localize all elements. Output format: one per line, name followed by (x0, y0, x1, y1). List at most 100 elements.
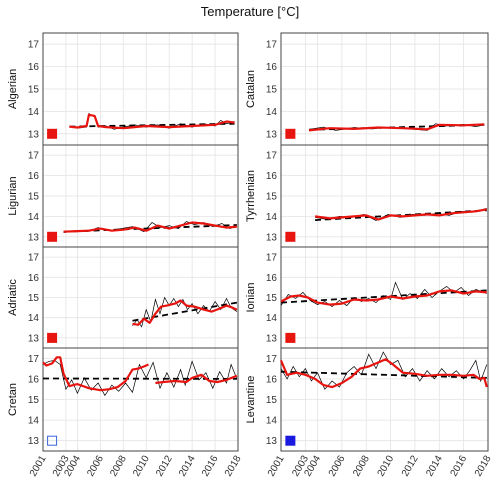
x-tick-label: 2010 (131, 453, 152, 478)
y-tick-label: 17 (266, 151, 278, 162)
x-tick-label: 2012 (154, 453, 175, 478)
series-smoothed-line (132, 299, 238, 326)
y-tick-label: 14 (266, 212, 278, 223)
series-smoothed-line (69, 113, 235, 130)
panel-label: Tyrrhenian (245, 170, 257, 222)
panel-ionian: 13 14 15 16 17 Ionian (245, 246, 489, 349)
station-marker (47, 128, 58, 139)
y-tick-label: 16 (28, 374, 40, 385)
y-tick-label: 14 (266, 416, 278, 427)
x-tick-label: 2012 (400, 453, 421, 478)
series-trend-line (63, 224, 237, 233)
y-tick-label: 15 (266, 395, 278, 406)
series-smoothed-line (155, 373, 238, 385)
y-tick-label: 17 (28, 151, 40, 162)
y-tick-label: 15 (266, 85, 278, 96)
y-tick-label: 16 (28, 171, 40, 182)
y-tick-label: 15 (28, 293, 40, 304)
y-tick-label: 16 (266, 273, 278, 284)
series-raw-line (280, 351, 488, 390)
y-tick-label: 13 (28, 333, 40, 344)
y-tick-label: 14 (28, 416, 40, 427)
x-tick-label: 2006 (327, 453, 348, 478)
y-tick-label: 16 (28, 273, 40, 284)
series-raw-line (63, 221, 238, 234)
y-tick-label: 17 (266, 354, 278, 365)
panel-label: Adriatic (7, 279, 19, 316)
panel-tyrrhenian: 13 14 15 16 17 Tyrrhenian (245, 144, 489, 248)
y-tick-label: 13 (28, 436, 40, 447)
series-smoothed-line (280, 289, 487, 306)
y-tick-label: 15 (28, 395, 40, 406)
y-tick-label: 15 (266, 192, 278, 203)
panel-algerian: 13 14 15 16 17 Algerian (7, 32, 239, 146)
x-tick-label: 2008 (108, 453, 129, 478)
panel-frame (42, 347, 239, 452)
x-tick-label: 2008 (351, 453, 372, 478)
x-tick-label: 2014 (177, 453, 198, 478)
x-tick-label: 2010 (376, 453, 397, 478)
x-tick-label: 2001 (266, 453, 287, 478)
series-smoothed-line (308, 123, 485, 132)
station-marker (47, 332, 58, 343)
series-smoothed-line (314, 208, 487, 221)
y-tick-label: 13 (28, 232, 40, 243)
series-trend-line (132, 301, 238, 322)
y-tick-label: 14 (28, 313, 40, 324)
series-trend-line (69, 122, 235, 128)
series-smoothed-line (63, 221, 238, 233)
series-smoothed-line (42, 356, 149, 392)
x-tick-label: 2001 (28, 453, 49, 478)
x-tick-label: 2018 (223, 453, 244, 478)
y-tick-label: 16 (266, 62, 278, 73)
y-tick-label: 14 (28, 107, 40, 118)
station-marker (285, 231, 296, 242)
series-raw-line (132, 296, 238, 328)
y-tick-label: 17 (266, 40, 278, 51)
y-tick-label: 13 (266, 129, 278, 140)
y-tick-label: 17 (28, 40, 40, 51)
station-marker (285, 332, 296, 343)
series-smoothed-line (279, 358, 488, 389)
y-tick-label: 13 (266, 436, 278, 447)
station-marker (285, 435, 296, 446)
y-tick-label: 14 (28, 212, 40, 223)
station-marker (285, 128, 296, 139)
y-tick-label: 14 (266, 107, 278, 118)
figure-title: Temperature [°C] (201, 4, 299, 19)
x-tick-label: 2006 (85, 453, 106, 478)
panel-label: Cretan (7, 383, 19, 416)
y-tick-label: 13 (266, 333, 278, 344)
panel-label: Catalan (245, 70, 257, 108)
panels: 1314151617Algerian1314151617Catalan13141… (7, 32, 494, 479)
panel-label: Algerian (7, 69, 19, 109)
series-raw-line (280, 281, 487, 308)
y-tick-label: 13 (266, 232, 278, 243)
panel-adriatic: 13 14 15 16 17 Adriatic (7, 246, 239, 349)
y-tick-label: 16 (266, 374, 278, 385)
panel-label: Ligurian (7, 176, 19, 215)
panel-label: Levantine (245, 376, 257, 424)
panel-ligurian: 13 14 15 16 17 Ligurian (7, 144, 239, 248)
y-tick-label: 17 (266, 253, 278, 264)
y-tick-label: 15 (266, 293, 278, 304)
y-tick-label: 17 (28, 354, 40, 365)
x-tick-label: 2016 (200, 453, 221, 478)
y-tick-label: 15 (28, 85, 40, 96)
y-tick-label: 14 (266, 313, 278, 324)
y-tick-label: 15 (28, 192, 40, 203)
panel-label: Ionian (245, 283, 257, 313)
station-marker (47, 231, 58, 242)
series-trend-line (280, 370, 487, 379)
y-tick-label: 16 (28, 62, 40, 73)
y-tick-label: 13 (28, 129, 40, 140)
panel-frame (280, 347, 489, 452)
y-tick-label: 17 (28, 253, 40, 264)
x-tick-label: 2018 (473, 453, 494, 478)
x-tick-label: 2014 (424, 453, 445, 478)
station-marker (47, 435, 58, 446)
panel-catalan: 13 14 15 16 17 Catalan (245, 32, 489, 146)
